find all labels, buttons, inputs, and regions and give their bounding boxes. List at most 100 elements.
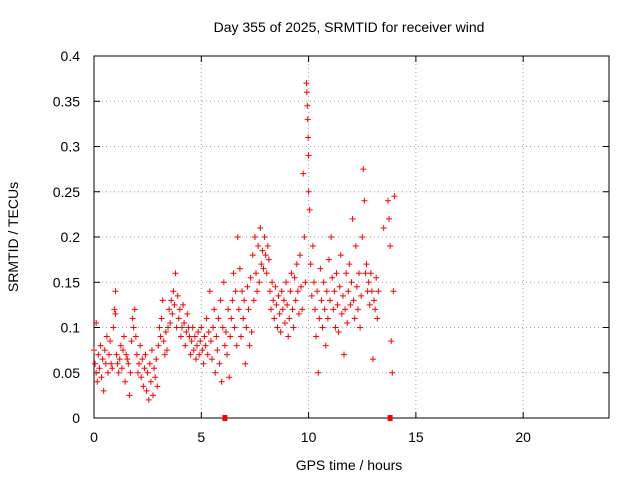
data-point bbox=[93, 369, 100, 376]
data-point bbox=[352, 243, 359, 250]
data-point bbox=[278, 288, 285, 295]
x-tick-label: 15 bbox=[408, 429, 424, 445]
data-point bbox=[254, 288, 261, 295]
data-point bbox=[202, 342, 209, 349]
data-point bbox=[119, 347, 126, 354]
data-point bbox=[233, 342, 240, 349]
data-point bbox=[283, 279, 290, 286]
data-point bbox=[106, 351, 113, 358]
data-point bbox=[142, 351, 149, 358]
data-point bbox=[265, 256, 272, 263]
data-point bbox=[258, 261, 265, 268]
data-point bbox=[117, 342, 124, 349]
zero-markers bbox=[222, 415, 393, 421]
data-point bbox=[131, 306, 138, 313]
data-point bbox=[111, 306, 118, 313]
data-point bbox=[155, 342, 162, 349]
data-point bbox=[160, 338, 167, 345]
data-point bbox=[249, 252, 256, 259]
data-point bbox=[302, 279, 309, 286]
data-point bbox=[372, 306, 379, 313]
data-point bbox=[145, 396, 152, 403]
data-point bbox=[248, 329, 255, 336]
data-point bbox=[333, 270, 340, 277]
x-tick-label: 20 bbox=[515, 429, 531, 445]
data-point bbox=[256, 279, 263, 286]
zero-marker bbox=[387, 415, 393, 421]
data-point bbox=[274, 324, 281, 331]
zero-marker bbox=[222, 415, 228, 421]
data-point bbox=[241, 297, 248, 304]
data-point bbox=[97, 342, 104, 349]
data-point bbox=[289, 306, 296, 313]
data-point bbox=[194, 342, 200, 349]
data-point bbox=[219, 324, 226, 331]
data-point bbox=[217, 297, 224, 304]
data-point bbox=[342, 306, 349, 313]
data-point bbox=[190, 347, 197, 354]
data-point bbox=[272, 283, 279, 290]
data-point bbox=[366, 301, 373, 308]
data-point bbox=[108, 360, 115, 367]
data-point bbox=[316, 315, 323, 322]
data-point bbox=[261, 234, 268, 240]
data-point bbox=[133, 351, 140, 358]
data-point bbox=[362, 270, 369, 277]
data-point bbox=[235, 306, 242, 313]
data-point bbox=[231, 324, 238, 331]
data-point bbox=[225, 306, 232, 313]
data-point bbox=[110, 324, 117, 331]
data-point bbox=[251, 234, 258, 240]
data-point bbox=[304, 102, 311, 109]
data-point bbox=[288, 270, 295, 277]
data-point bbox=[312, 306, 319, 313]
data-point bbox=[299, 306, 306, 313]
data-point bbox=[201, 333, 208, 340]
data-point bbox=[157, 333, 164, 340]
data-point bbox=[169, 310, 176, 317]
data-point bbox=[136, 360, 143, 367]
data-point bbox=[232, 288, 239, 295]
data-point bbox=[350, 297, 357, 304]
x-tick-label: 5 bbox=[197, 429, 205, 445]
data-point bbox=[207, 338, 214, 345]
data-point bbox=[391, 193, 398, 200]
data-point bbox=[121, 333, 128, 340]
data-point bbox=[380, 224, 387, 231]
data-point bbox=[159, 297, 166, 304]
data-point bbox=[212, 369, 219, 376]
data-point bbox=[107, 338, 114, 345]
data-point bbox=[214, 347, 221, 354]
data-point bbox=[138, 374, 145, 381]
data-point bbox=[260, 265, 267, 272]
data-point bbox=[186, 333, 193, 340]
data-point bbox=[211, 306, 218, 313]
data-point bbox=[96, 365, 103, 372]
data-point bbox=[92, 360, 99, 367]
data-point bbox=[387, 243, 394, 250]
data-point bbox=[172, 270, 179, 277]
data-point bbox=[213, 333, 220, 340]
data-point bbox=[162, 329, 169, 336]
data-point bbox=[332, 324, 339, 331]
data-point bbox=[306, 206, 313, 213]
data-point bbox=[331, 288, 338, 295]
data-point bbox=[146, 360, 153, 367]
data-point bbox=[99, 356, 106, 363]
data-point bbox=[144, 369, 151, 376]
data-point bbox=[104, 369, 111, 376]
data-point bbox=[244, 283, 251, 290]
data-point bbox=[118, 365, 125, 372]
data-point bbox=[277, 329, 284, 336]
data-point bbox=[281, 319, 288, 326]
data-point bbox=[221, 342, 228, 349]
data-point bbox=[158, 315, 165, 322]
data-point bbox=[141, 365, 148, 372]
data-point bbox=[279, 306, 286, 313]
data-point bbox=[374, 315, 381, 322]
data-point bbox=[356, 270, 363, 277]
data-point bbox=[358, 292, 365, 299]
data-point bbox=[151, 365, 158, 372]
data-point bbox=[239, 288, 246, 295]
data-point bbox=[318, 297, 325, 304]
